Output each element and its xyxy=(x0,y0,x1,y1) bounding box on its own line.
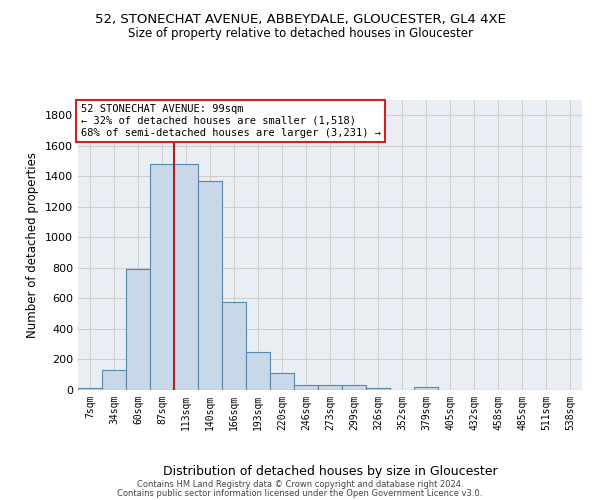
Text: Contains HM Land Registry data © Crown copyright and database right 2024.: Contains HM Land Registry data © Crown c… xyxy=(137,480,463,489)
Bar xyxy=(174,164,198,390)
Bar xyxy=(102,370,126,390)
Bar xyxy=(342,386,366,390)
Text: Distribution of detached houses by size in Gloucester: Distribution of detached houses by size … xyxy=(163,464,497,477)
Bar xyxy=(270,373,294,390)
Bar xyxy=(366,388,390,390)
Bar xyxy=(414,387,438,390)
Bar xyxy=(294,384,318,390)
Text: Size of property relative to detached houses in Gloucester: Size of property relative to detached ho… xyxy=(128,28,473,40)
Y-axis label: Number of detached properties: Number of detached properties xyxy=(26,152,40,338)
Bar xyxy=(198,181,222,390)
Bar xyxy=(150,164,174,390)
Bar xyxy=(246,352,270,390)
Bar xyxy=(126,268,150,390)
Text: Contains public sector information licensed under the Open Government Licence v3: Contains public sector information licen… xyxy=(118,488,482,498)
Text: 52 STONECHAT AVENUE: 99sqm
← 32% of detached houses are smaller (1,518)
68% of s: 52 STONECHAT AVENUE: 99sqm ← 32% of deta… xyxy=(80,104,380,138)
Bar xyxy=(78,388,102,390)
Text: 52, STONECHAT AVENUE, ABBEYDALE, GLOUCESTER, GL4 4XE: 52, STONECHAT AVENUE, ABBEYDALE, GLOUCES… xyxy=(95,12,505,26)
Bar xyxy=(222,302,246,390)
Bar xyxy=(318,386,342,390)
